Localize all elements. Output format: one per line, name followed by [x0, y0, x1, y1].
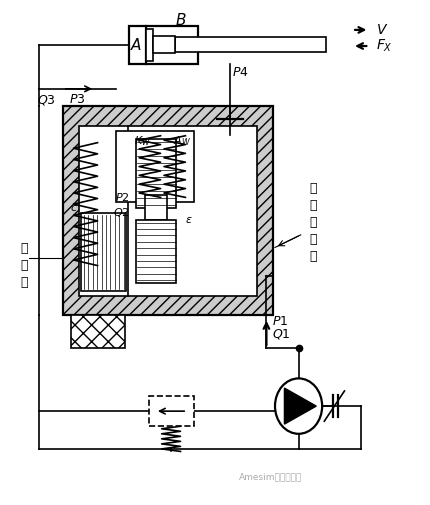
Text: $Q1$: $Q1$	[272, 327, 290, 341]
Text: $V$: $V$	[376, 23, 388, 37]
Text: $A$: $A$	[130, 37, 142, 53]
Text: $B$: $B$	[175, 12, 187, 28]
Text: $c$: $c$	[70, 203, 78, 213]
Bar	[153, 36, 175, 53]
Text: Amesim学习与应用: Amesim学习与应用	[239, 472, 302, 481]
Bar	[117, 131, 194, 203]
Bar	[129, 26, 198, 64]
Text: $P2$: $P2$	[115, 191, 129, 204]
Bar	[149, 396, 194, 426]
Text: $A_W$: $A_W$	[173, 134, 191, 148]
Text: 节
流
阀: 节 流 阀	[21, 241, 28, 288]
Text: $P1$: $P1$	[272, 316, 288, 328]
Polygon shape	[284, 388, 316, 424]
Text: $K_W$: $K_W$	[134, 134, 151, 148]
Bar	[136, 220, 176, 283]
Text: $Q2$: $Q2$	[113, 206, 129, 219]
Bar	[146, 29, 153, 61]
Bar	[136, 139, 176, 208]
Text: $P3$: $P3$	[69, 93, 86, 107]
Text: $Q3$: $Q3$	[37, 93, 56, 107]
Bar	[71, 316, 125, 348]
Text: $\varepsilon$: $\varepsilon$	[185, 215, 193, 225]
Bar	[63, 107, 273, 316]
Text: $F_X$: $F_X$	[376, 38, 393, 54]
Text: 差
动
减
压
阀: 差 动 减 压 阀	[310, 182, 317, 263]
Text: $P4$: $P4$	[232, 66, 249, 79]
Bar	[145, 195, 167, 220]
Circle shape	[275, 378, 322, 434]
Bar	[81, 213, 126, 291]
Bar	[79, 126, 257, 296]
Bar	[175, 37, 326, 52]
